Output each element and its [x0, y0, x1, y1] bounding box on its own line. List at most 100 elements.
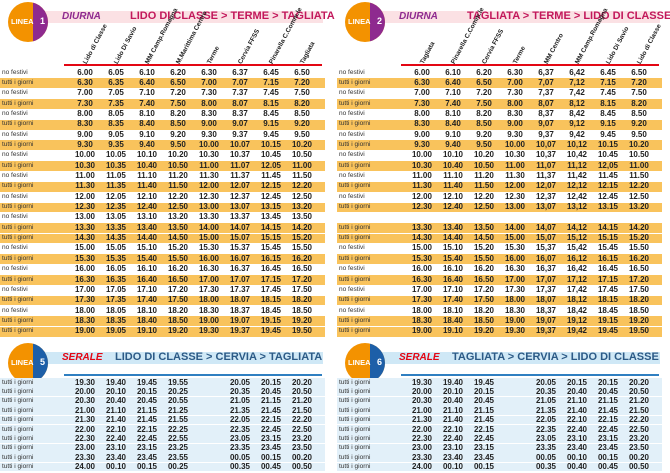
time-cell: 17.30 [74, 295, 96, 305]
time-cell: 19.50 [628, 326, 650, 336]
time-cell: 18.37 [229, 305, 251, 315]
time-cell: 22.50 [628, 424, 650, 434]
time-cell: 13.30 [74, 222, 96, 232]
time-cell: 22.55 [167, 433, 189, 443]
time-cell: 22.05 [229, 415, 251, 425]
time-cell: 10.50 [473, 160, 495, 170]
time-cell: 23.10 [442, 443, 464, 453]
header-band [38, 352, 323, 364]
day-type: tutti i giorni [339, 397, 371, 405]
row-band [0, 243, 325, 254]
row-band [337, 109, 662, 120]
time-cell: 22.30 [411, 433, 433, 443]
time-cell: 8.05 [108, 108, 124, 118]
time-cell: 11.45 [261, 171, 281, 180]
time-cell: 17.00 [74, 284, 96, 294]
row-band [0, 462, 325, 472]
day-type: tutti i giorni [2, 425, 34, 433]
time-cell: 18.45 [597, 305, 619, 315]
time-cell: 11.10 [137, 171, 157, 180]
time-cell: 11.37 [230, 171, 250, 180]
row-band [337, 181, 662, 192]
time-cell: 16.37 [229, 264, 251, 274]
time-cell: 9.50 [631, 129, 647, 139]
time-cell: 16.10 [442, 264, 464, 274]
header-rule [64, 374, 322, 376]
time-cell: 21.35 [229, 405, 251, 415]
time-cell: 20.45 [473, 396, 495, 406]
row-band [337, 130, 662, 140]
time-cell: 12.45 [260, 191, 282, 201]
day-type: tutti i giorni [2, 378, 34, 386]
day-type: tutti i giorni [339, 78, 371, 86]
time-cell: 8.15 [263, 98, 279, 108]
row-band [337, 326, 662, 337]
time-cell: 23.10 [566, 433, 588, 443]
time-cell: 13.20 [167, 212, 189, 222]
time-cell: 20.00 [411, 386, 433, 396]
time-cell: 15.00 [411, 243, 433, 253]
row-band [337, 243, 662, 254]
day-type: no festivi [2, 192, 28, 200]
time-cell: 12.45 [597, 191, 619, 201]
time-cell: 9.00 [414, 129, 430, 139]
time-cell: 10.30 [74, 160, 96, 170]
time-cell: 17.40 [136, 295, 158, 305]
column-header: Cervia FFSS [237, 28, 262, 66]
time-cell: 8.50 [294, 108, 310, 118]
time-cell: 19.00 [504, 315, 526, 325]
time-cell: 19.20 [628, 315, 650, 325]
time-cell: 9.30 [507, 129, 523, 139]
route-title: TAGLIATA > CERVIA > LIDO DI CLASSE [452, 351, 659, 363]
header-rule [401, 374, 659, 376]
row-band [337, 161, 662, 171]
time-cell: 20.00 [74, 386, 96, 396]
row-band [337, 119, 662, 130]
time-cell: 13.00 [74, 212, 96, 222]
time-cell: 16,07 [535, 253, 557, 263]
time-cell: 00.15 [473, 462, 495, 472]
time-cell: 23.45 [597, 443, 619, 453]
row-band [0, 406, 325, 415]
time-cell: 22.10 [566, 415, 588, 425]
time-cell: 23.00 [411, 443, 433, 453]
time-cell: 21.30 [411, 415, 433, 425]
route-title: LIDO DI CLASSE > TERME > TAGLIATA [130, 10, 335, 22]
time-cell: 11,37 [536, 171, 556, 180]
time-cell: 19,37 [535, 326, 557, 336]
time-cell: 8.45 [600, 108, 616, 118]
time-cell: 16.50 [628, 264, 650, 274]
time-cell: 19.05 [105, 326, 127, 336]
time-cell: 9.30 [201, 129, 217, 139]
time-cell: 00.10 [105, 462, 127, 472]
row-band [0, 233, 325, 244]
time-cell: 12.20 [473, 191, 495, 201]
day-type: no festivi [2, 172, 28, 179]
day-type: tutti i giorni [339, 120, 371, 128]
time-cell: 9.30 [77, 139, 93, 149]
time-cell: 11.00 [75, 171, 95, 180]
row-band [337, 462, 662, 472]
time-cell: 23.25 [167, 443, 189, 453]
day-type: no festivi [2, 109, 28, 117]
time-cell: 00.05 [229, 452, 251, 462]
column-header: MM Centro [543, 32, 565, 66]
time-cell: 15.50 [291, 243, 313, 253]
time-cell: 19.30 [411, 377, 433, 387]
time-cell: 12.50 [628, 191, 650, 201]
time-cell: 13,12 [566, 202, 588, 212]
row-band [337, 443, 662, 453]
time-cell: 8.07 [232, 98, 248, 108]
time-cell: 11.00 [505, 160, 525, 170]
time-cell: 12.15 [597, 181, 619, 191]
time-cell: 23.15 [597, 433, 619, 443]
day-type: tutti i giorni [339, 316, 371, 324]
time-cell: 17.20 [167, 284, 189, 294]
time-cell: 15.00 [198, 233, 220, 243]
time-cell: 20.50 [628, 386, 650, 396]
time-cell: 23.45 [136, 452, 158, 462]
time-cell: 16.40 [442, 274, 464, 284]
time-cell: 10.50 [291, 150, 313, 160]
time-cell: 23.35 [229, 443, 251, 453]
time-cell: 18.20 [473, 305, 495, 315]
